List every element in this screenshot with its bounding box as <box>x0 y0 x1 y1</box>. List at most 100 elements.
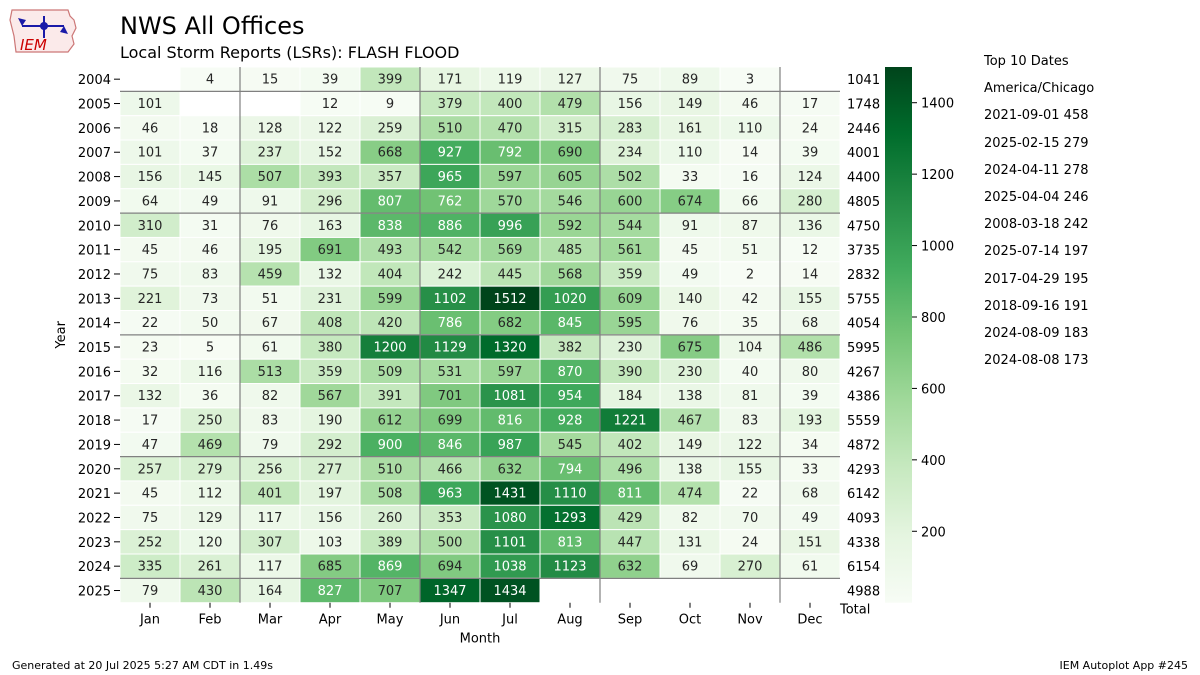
colorbar-tick-label: 200 <box>921 525 946 540</box>
cell-value-label: 870 <box>558 365 583 380</box>
cell-value-label: 34 <box>802 438 819 453</box>
cell-value-label: 64 <box>142 194 159 209</box>
cell-value-label: 987 <box>498 438 523 453</box>
heatmap-cell <box>179 261 241 287</box>
cell-value-label: 1101 <box>493 535 526 550</box>
top10-entry: 2021-09-01 458 <box>984 108 1089 124</box>
cell-value-label: 682 <box>498 316 523 331</box>
cell-value-label: 149 <box>678 97 703 112</box>
cell-value-label: 221 <box>138 292 163 307</box>
heatmap-cell <box>779 553 841 579</box>
year-total-label: 4054 <box>847 317 880 332</box>
top10-timezone: America/Chicago <box>984 81 1095 97</box>
heatmap-cell <box>359 577 421 604</box>
heatmap-cell <box>299 529 361 555</box>
cell-value-label: 39 <box>802 389 819 404</box>
cell-value-label: 39 <box>322 73 339 88</box>
heatmap-cell <box>659 115 721 141</box>
heatmap-cell <box>659 261 721 287</box>
colorbar-tick-label: 400 <box>921 454 946 469</box>
cell-value-label: 690 <box>558 146 583 161</box>
heatmap-cell <box>719 115 781 141</box>
cell-value-label: 510 <box>378 462 403 477</box>
cell-value-label: 145 <box>198 170 223 185</box>
year-total-label: 4988 <box>847 585 880 600</box>
heatmap-cell <box>599 261 661 287</box>
heatmap-cell <box>479 407 541 433</box>
cell-value-label: 691 <box>318 243 343 258</box>
heatmap-cell <box>119 456 181 482</box>
cell-value-label: 32 <box>142 365 159 380</box>
cell-value-label: 47 <box>142 438 159 453</box>
cell-value-label: 359 <box>618 267 643 282</box>
cell-value-label: 600 <box>618 194 643 209</box>
heatmap-cell <box>659 480 721 506</box>
cell-value-label: 122 <box>318 121 343 136</box>
heatmap-cell <box>599 358 661 385</box>
month-tick-label: Nov <box>737 613 763 628</box>
heatmap-cell <box>779 431 841 458</box>
cell-value-label: 155 <box>738 462 763 477</box>
cell-value-label: 1221 <box>613 414 646 429</box>
heatmap-cell <box>719 236 781 263</box>
cell-value-label: 380 <box>318 341 343 356</box>
heatmap-cell <box>659 236 721 263</box>
year-tick-label: 2021 <box>78 487 111 502</box>
heatmap-cell <box>719 358 781 385</box>
cell-value-label: 900 <box>378 438 403 453</box>
year-tick-label: 2011 <box>78 244 111 259</box>
x-axis-label: Month <box>460 632 501 647</box>
cell-value-label: 259 <box>378 121 403 136</box>
cell-value-label: 1434 <box>493 584 526 599</box>
heatmap-cell <box>359 261 421 287</box>
heatmap-cell <box>719 285 781 311</box>
cell-value-label: 136 <box>798 219 823 234</box>
cell-value-label: 24 <box>742 535 759 550</box>
year-total-label: 2832 <box>847 268 880 283</box>
heatmap-cell <box>479 261 541 287</box>
cell-value-label: 509 <box>378 365 403 380</box>
heatmap-cell <box>179 407 241 433</box>
cell-value-label: 429 <box>618 511 643 526</box>
cell-value-label: 252 <box>138 535 163 550</box>
heatmap-cell <box>539 529 601 555</box>
cell-value-label: 792 <box>498 146 523 161</box>
cell-value-label: 75 <box>622 73 639 88</box>
heatmap-cell <box>299 407 361 433</box>
cell-value-label: 250 <box>198 414 223 429</box>
cell-value-label: 632 <box>498 462 523 477</box>
top10-entry: 2025-02-15 279 <box>984 135 1089 151</box>
cell-value-label: 270 <box>738 560 763 575</box>
cell-value-label: 22 <box>142 316 159 331</box>
cell-value-label: 510 <box>438 121 463 136</box>
year-tick-label: 2006 <box>78 122 111 137</box>
heatmap-cell <box>119 480 181 506</box>
year-total-label: 4338 <box>847 536 880 551</box>
heatmap-cell <box>359 163 421 190</box>
cell-value-label: 61 <box>802 560 819 575</box>
year-tick-label: 2019 <box>78 438 111 453</box>
cell-value-label: 694 <box>438 560 463 575</box>
cell-value-label: 1347 <box>433 584 466 599</box>
cell-value-label: 33 <box>682 170 699 185</box>
heatmap-cell <box>239 212 301 238</box>
cell-value-label: 292 <box>318 438 343 453</box>
heatmap-cell <box>119 163 181 190</box>
year-tick-label: 2024 <box>78 560 111 575</box>
cell-value-label: 420 <box>378 316 403 331</box>
cell-value-label: 674 <box>678 194 703 209</box>
cell-value-label: 230 <box>678 365 703 380</box>
heatmap-cell <box>779 310 841 336</box>
heatmap-cell <box>659 407 721 433</box>
cell-value-label: 45 <box>682 243 699 258</box>
heatmap-cell <box>299 115 361 141</box>
cell-value-label: 508 <box>378 487 403 502</box>
year-tick-label: 2012 <box>78 268 111 283</box>
cell-value-label: 4 <box>206 73 214 88</box>
cell-value-label: 18 <box>202 121 219 136</box>
heatmap-cell <box>359 504 421 531</box>
cell-value-label: 470 <box>498 121 523 136</box>
year-tick-label: 2004 <box>78 73 111 88</box>
cell-value-label: 12 <box>322 97 339 112</box>
